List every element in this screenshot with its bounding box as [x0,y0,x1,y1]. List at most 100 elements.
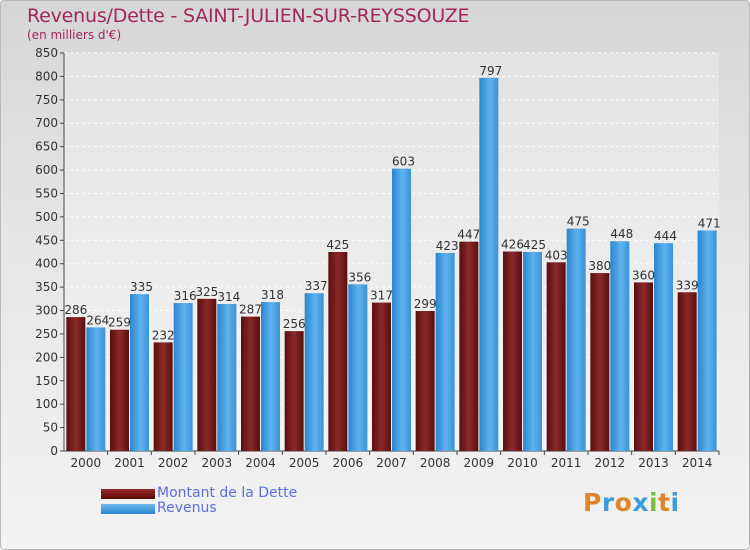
proxiti-logo: Proxiti [583,488,680,517]
bar-debt [197,298,217,451]
y-tick-label: 850 [35,46,58,60]
bar-debt [284,331,304,451]
bar-revenue [610,241,630,451]
data-label-debt: 447 [457,228,480,242]
bar-revenue [173,303,193,451]
x-tick-label: 2003 [202,456,233,470]
data-label-debt: 403 [545,248,568,262]
x-tick-label: 2004 [245,456,276,470]
x-tick-label: 2008 [420,456,451,470]
y-tick-label: 600 [35,163,58,177]
data-label-debt: 360 [632,268,655,282]
bar-debt [503,251,522,451]
data-label-revenue: 603 [392,155,415,169]
data-label-revenue: 264 [86,313,109,327]
bar-revenue [217,303,237,451]
bar-debt [415,310,435,451]
bar-debt [677,292,697,451]
data-label-revenue: 356 [348,270,371,284]
chart-title: Revenus/Dette - SAINT-JULIEN-SUR-REYSSOU… [27,5,470,27]
bar-debt [590,273,610,451]
data-label-debt: 256 [283,317,306,331]
x-tick-label: 2012 [595,456,626,470]
data-label-revenue: 444 [654,229,677,243]
data-label-debt: 286 [64,303,87,317]
y-tick-label: 450 [35,233,58,247]
x-tick-label: 2010 [507,456,538,470]
bar-revenue [86,327,106,451]
bar-debt [66,317,86,451]
data-label-debt: 287 [239,303,262,317]
y-tick-label: 400 [35,257,58,271]
x-tick-label: 2013 [638,456,669,470]
x-tick-label: 2000 [71,456,102,470]
x-tick-label: 2009 [464,456,495,470]
data-label-revenue: 316 [174,289,197,303]
y-tick-label: 750 [35,93,58,107]
data-label-debt: 232 [152,328,175,342]
x-tick-label: 2006 [333,456,364,470]
x-tick-label: 2001 [114,456,145,470]
logo-letter: i [649,488,659,517]
bar-debt [328,252,348,451]
bar-revenue [566,228,586,451]
bar-debt [634,282,653,451]
data-label-revenue: 335 [130,280,153,294]
x-tick-label: 2002 [158,456,189,470]
y-tick-label: 100 [35,397,58,411]
bar-revenue [479,77,499,451]
bar-revenue [261,302,280,451]
bar-revenue [348,284,368,451]
data-label-revenue: 423 [436,239,459,253]
y-tick-label: 300 [35,304,58,318]
bar-revenue [304,293,324,451]
bar-revenue [392,168,411,451]
x-tick-label: 2014 [682,456,713,470]
y-tick-label: 800 [35,69,58,83]
bar-debt [153,342,173,451]
bar-debt [372,302,391,451]
bar-debt [241,316,260,451]
data-label-debt: 425 [326,238,349,252]
x-tick-label: 2011 [551,456,582,470]
logo-letter: i [670,488,680,517]
y-tick-label: 500 [35,210,58,224]
y-tick-label: 200 [35,350,58,364]
data-label-debt: 259 [108,316,131,330]
data-label-revenue: 318 [261,288,284,302]
bar-revenue [654,243,673,451]
data-label-revenue: 425 [523,238,546,252]
y-tick-label: 150 [35,374,58,388]
logo-letter: r [601,488,615,517]
data-label-revenue: 314 [217,290,240,304]
data-label-revenue: 475 [567,215,590,229]
bar-debt [459,241,479,451]
logo-letter: t [658,488,671,517]
logo-letter: P [583,488,602,517]
bar-revenue [435,252,455,451]
logo-letter: x [632,488,649,517]
data-label-revenue: 797 [479,64,502,78]
y-tick-label: 700 [35,116,58,130]
data-label-debt: 299 [414,297,437,311]
data-label-debt: 325 [195,285,218,299]
x-tick-label: 2005 [289,456,320,470]
legend-swatch-revenue [101,504,155,514]
bar-revenue [523,252,542,451]
plot-area [64,53,719,451]
data-label-debt: 317 [370,289,393,303]
data-label-revenue: 448 [610,227,633,241]
legend-swatch-debt [101,489,155,499]
logo-letter: o [614,488,633,517]
data-label-debt: 380 [588,259,611,273]
y-tick-label: 50 [43,421,58,435]
y-tick-label: 250 [35,327,58,341]
x-tick-label: 2007 [376,456,407,470]
bar-revenue [130,294,149,451]
y-tick-label: 550 [35,186,58,200]
y-tick-label: 0 [50,444,58,458]
legend-label-revenue: Revenus [157,500,217,516]
bar-revenue [697,230,717,451]
